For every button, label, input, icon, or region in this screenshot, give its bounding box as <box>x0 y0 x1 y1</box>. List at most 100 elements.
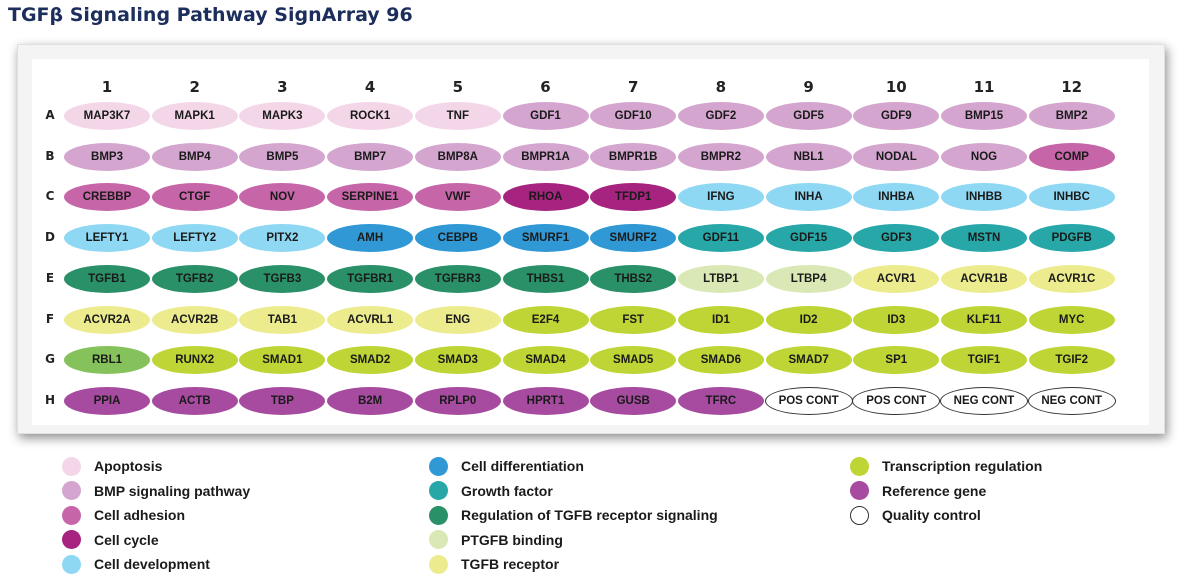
well-B9: NBL1 <box>766 143 852 171</box>
well-D9: GDF15 <box>766 224 852 252</box>
row-header: A <box>40 108 60 122</box>
well-E1: TGFB1 <box>64 265 150 293</box>
page-title: TGFβ Signaling Pathway SignArray 96 <box>8 4 413 26</box>
well-A9: GDF5 <box>766 102 852 130</box>
well-B5: BMP8A <box>415 143 501 171</box>
well-E12: ACVR1C <box>1029 265 1115 293</box>
well-G1: RBL1 <box>64 346 150 374</box>
well-B2: BMP4 <box>152 143 238 171</box>
well-D1: LEFTY1 <box>64 224 150 252</box>
legend-label: Cell cycle <box>94 532 159 548</box>
legend-item: Cell cycle <box>62 530 159 550</box>
column-header: 1 <box>62 78 152 96</box>
legend-swatch <box>62 457 81 476</box>
well-B12: COMP <box>1029 143 1115 171</box>
legend-swatch <box>62 506 81 525</box>
well-H1: PPIA <box>64 387 150 415</box>
well-H3: TBP <box>239 387 325 415</box>
legend-swatch <box>62 555 81 574</box>
column-header: 5 <box>413 78 503 96</box>
legend-swatch <box>429 530 448 549</box>
well-F1: ACVR2A <box>64 306 150 334</box>
well-F12: MYC <box>1029 306 1115 334</box>
row-header: H <box>40 393 60 407</box>
legend-item: Cell differentiation <box>429 456 584 476</box>
well-E3: TGFB3 <box>239 265 325 293</box>
well-A2: MAPK1 <box>152 102 238 130</box>
well-H5: RPLP0 <box>415 387 501 415</box>
well-E5: TGFBR3 <box>415 265 501 293</box>
well-F8: ID1 <box>678 306 764 334</box>
legend-swatch <box>62 530 81 549</box>
column-header: 3 <box>237 78 327 96</box>
well-B11: NOG <box>941 143 1027 171</box>
well-A3: MAPK3 <box>239 102 325 130</box>
legend-label: Cell adhesion <box>94 507 185 523</box>
legend-swatch <box>850 481 869 500</box>
well-H12: NEG CONT <box>1028 387 1116 415</box>
well-D11: MSTN <box>941 224 1027 252</box>
legend-label: Cell development <box>94 556 210 572</box>
well-E7: THBS2 <box>590 265 676 293</box>
well-A12: BMP2 <box>1029 102 1115 130</box>
legend-label: Transcription regulation <box>882 458 1042 474</box>
well-A10: GDF9 <box>853 102 939 130</box>
legend-label: PTGFB binding <box>461 532 563 548</box>
well-D8: GDF11 <box>678 224 764 252</box>
well-D2: LEFTY2 <box>152 224 238 252</box>
column-header: 2 <box>150 78 240 96</box>
well-E4: TGFBR1 <box>327 265 413 293</box>
well-F3: TAB1 <box>239 306 325 334</box>
well-G12: TGIF2 <box>1029 346 1115 374</box>
legend-item: Cell development <box>62 554 210 574</box>
column-header: 12 <box>1027 78 1117 96</box>
legend-item: TGFB receptor <box>429 554 559 574</box>
column-header: 10 <box>851 78 941 96</box>
legend-item: Cell adhesion <box>62 505 185 525</box>
well-B8: BMPR2 <box>678 143 764 171</box>
well-B10: NODAL <box>853 143 939 171</box>
legend-label: Apoptosis <box>94 458 162 474</box>
legend-item: BMP signaling pathway <box>62 481 250 501</box>
well-E2: TGFB2 <box>152 265 238 293</box>
column-header: 4 <box>325 78 415 96</box>
well-D12: PDGFB <box>1029 224 1115 252</box>
well-F7: FST <box>590 306 676 334</box>
well-H7: GUSB <box>590 387 676 415</box>
well-D5: CEBPB <box>415 224 501 252</box>
well-F2: ACVR2B <box>152 306 238 334</box>
legend-label: Reference gene <box>882 483 986 499</box>
legend-swatch <box>62 481 81 500</box>
well-F10: ID3 <box>853 306 939 334</box>
well-D7: SMURF2 <box>590 224 676 252</box>
column-header: 6 <box>501 78 591 96</box>
well-G6: SMAD4 <box>503 346 589 374</box>
well-B6: BMPR1A <box>503 143 589 171</box>
column-header: 9 <box>764 78 854 96</box>
legend-label: BMP signaling pathway <box>94 483 250 499</box>
column-header: 7 <box>588 78 678 96</box>
well-A5: TNF <box>415 102 501 130</box>
well-G2: RUNX2 <box>152 346 238 374</box>
well-E8: LTBP1 <box>678 265 764 293</box>
row-header: F <box>40 312 60 326</box>
well-F9: ID2 <box>766 306 852 334</box>
well-E9: LTBP4 <box>766 265 852 293</box>
row-header: G <box>40 352 60 366</box>
well-H10: POS CONT <box>852 387 940 415</box>
well-A4: ROCK1 <box>327 102 413 130</box>
legend-swatch <box>429 555 448 574</box>
legend-item: Quality control <box>850 505 981 525</box>
legend-item: Apoptosis <box>62 456 162 476</box>
well-H11: NEG CONT <box>940 387 1028 415</box>
legend-swatch <box>429 481 448 500</box>
well-F4: ACVRL1 <box>327 306 413 334</box>
well-D4: AMH <box>327 224 413 252</box>
legend-label: TGFB receptor <box>461 556 559 572</box>
legend-swatch <box>429 457 448 476</box>
well-G8: SMAD6 <box>678 346 764 374</box>
legend-label: Growth factor <box>461 483 553 499</box>
legend-label: Cell differentiation <box>461 458 584 474</box>
legend-swatch <box>850 457 869 476</box>
well-G5: SMAD3 <box>415 346 501 374</box>
